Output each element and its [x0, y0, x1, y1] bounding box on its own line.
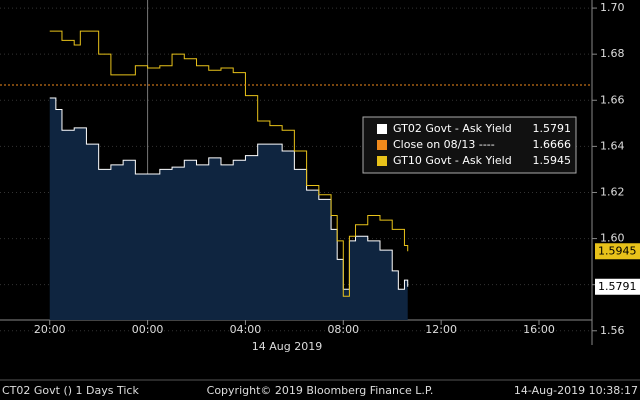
legend-value: 1.6666: [533, 138, 572, 151]
legend-value: 1.5791: [533, 122, 572, 135]
footer-left: CT02 Govt () 1 Days Tick: [2, 384, 139, 397]
x-tick-label: 04:00: [230, 323, 262, 336]
legend-label: Close on 08/13 ----: [393, 138, 495, 151]
value-badge: [595, 278, 640, 295]
legend-value: 1.5945: [533, 154, 572, 167]
footer-center: Copyright© 2019 Bloomberg Finance L.P.: [207, 384, 434, 397]
legend-swatch: [377, 156, 387, 166]
y-tick-label: 1.62: [600, 185, 625, 198]
y-tick-label: 1.66: [600, 93, 625, 106]
legend-label: GT02 Govt - Ask Yield: [393, 122, 512, 135]
x-tick-label: 00:00: [132, 323, 164, 336]
x-tick-label: 08:00: [327, 323, 359, 336]
value-badge-label: 1.5791: [598, 280, 637, 293]
date-label: 14 Aug 2019: [252, 340, 322, 353]
value-badge: [595, 243, 640, 260]
value-badge-label: 1.5945: [598, 244, 637, 257]
x-tick-label: 12:00: [425, 323, 457, 336]
x-tick-label: 16:00: [523, 323, 555, 336]
y-tick-label: 1.68: [600, 47, 625, 60]
y-tick-label: 1.64: [600, 139, 625, 152]
y-tick-label: 1.56: [600, 324, 625, 337]
footer-right: 14-Aug-2019 10:38:17: [514, 384, 638, 397]
y-tick-label: 1.60: [600, 232, 625, 245]
line: [49, 97, 409, 290]
area: [49, 97, 408, 321]
x-tick-label: 20:00: [34, 323, 66, 336]
legend-swatch: [377, 124, 387, 134]
legend-box: [362, 116, 577, 174]
y-tick-label: 1.70: [600, 1, 625, 14]
legend-label: GT10 Govt - Ask Yield: [393, 154, 512, 167]
legend-swatch: [377, 140, 387, 150]
line: [49, 30, 409, 297]
